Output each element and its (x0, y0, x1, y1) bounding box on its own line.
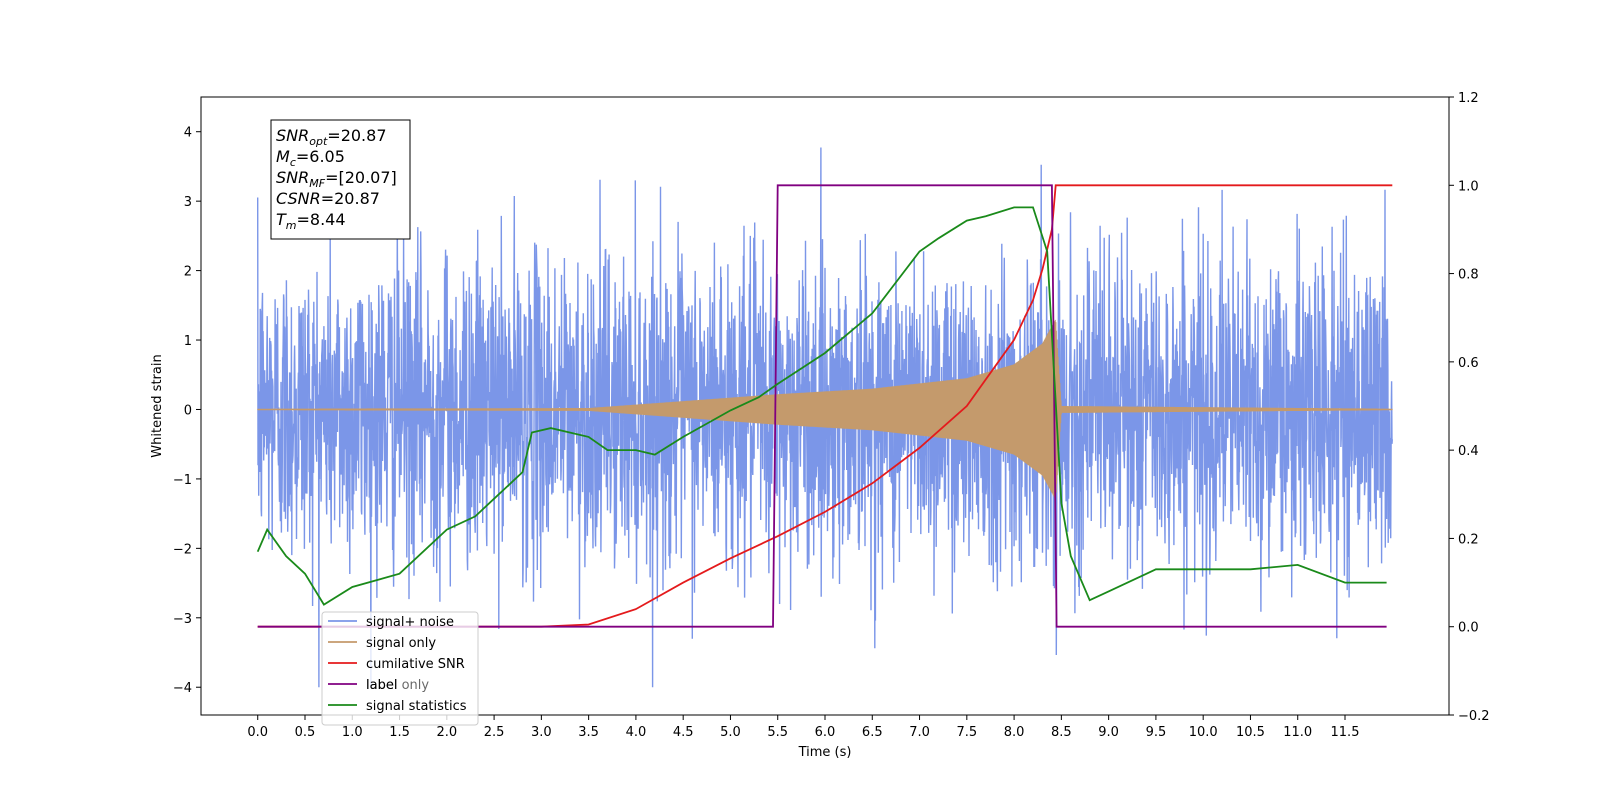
y-tick-label: 1 (184, 334, 192, 349)
legend-entry: signal statistics (366, 699, 467, 714)
x-tick-label: 5.5 (767, 725, 788, 740)
x-tick-label: 10.5 (1236, 725, 1265, 740)
legend-entry: cumilative SNR (366, 657, 465, 672)
x-tick-label: 8.0 (1004, 725, 1025, 740)
legend-entry: label (366, 678, 397, 693)
signal-noise-line (257, 147, 1393, 688)
legend: signal+ noise signal only cumilative SNR la… (321, 611, 479, 726)
series-line-label (257, 184, 1387, 628)
x-tick-label: 3.0 (531, 725, 552, 740)
x-tick-label: 2.5 (484, 725, 505, 740)
legend-entry-hidden: label only (366, 678, 429, 693)
annotation-line: SNRopt=20.87 (276, 126, 387, 148)
x-tick-label: 11.0 (1283, 725, 1312, 740)
series-line-signal-statistics (256, 206, 1387, 606)
x-tick-label: 3.5 (578, 725, 599, 740)
y-axis-label: Whitened strain (150, 354, 165, 457)
y2-tick-label: 0.2 (1458, 532, 1479, 547)
annotation-line: SNRMF=[20.07] (276, 168, 397, 190)
x-tick-label: 8.5 (1051, 725, 1072, 740)
y-axis-right: 1.2 1.0 0.8 0.6 0.4 0.2 0.0 −0.2 (1449, 91, 1490, 724)
legend-frame (321, 611, 479, 726)
y-tick-label: 3 (184, 195, 192, 210)
x-tick-label: 4.0 (626, 725, 647, 740)
x-tick-label: 1.5 (389, 725, 410, 740)
x-tick-label: 7.5 (956, 725, 977, 740)
x-tick-label: 2.0 (436, 725, 457, 740)
legend-entry: signal only (366, 636, 436, 651)
y-tick-label: −4 (173, 681, 192, 696)
x-tick-label: 1.0 (342, 725, 363, 740)
y2-tick-label: 0.0 (1458, 621, 1479, 636)
y2-tick-label: 1.2 (1458, 91, 1479, 106)
x-tick-label: 5.0 (720, 725, 741, 740)
x-tick-label: 9.0 (1098, 725, 1119, 740)
x-tick-label: 0.0 (247, 725, 268, 740)
y-tick-label: 0 (184, 403, 192, 418)
y2-tick-label: −0.2 (1458, 709, 1490, 724)
series-lines (256, 184, 1393, 628)
y2-tick-label: 1.0 (1458, 179, 1479, 194)
x-tick-label: 6.5 (862, 725, 883, 740)
y2-tick-label: 0.8 (1458, 268, 1479, 283)
series-signal-only (257, 319, 1393, 500)
plot-area (256, 147, 1393, 688)
series-signal-noise (257, 147, 1393, 688)
y-tick-label: 2 (184, 265, 192, 280)
y-tick-label: −1 (173, 473, 192, 488)
x-tick-label: 0.5 (295, 725, 316, 740)
y-tick-label: −2 (173, 542, 192, 557)
y2-tick-label: 0.6 (1458, 356, 1479, 371)
x-tick-label: 9.5 (1146, 725, 1167, 740)
series-line-cumilative-snr (257, 184, 1393, 628)
x-axis: 0.0 0.5 1.0 1.5 2.0 2.5 3.0 3.5 4.0 4.5 5.0 5.5 6.0 6… (247, 715, 1359, 740)
x-tick-label: 4.5 (673, 725, 694, 740)
x-tick-label: 11.5 (1331, 725, 1360, 740)
y-tick-label: 4 (184, 126, 192, 141)
annotation-line: Tm=8.44 (276, 210, 346, 232)
annotation-line: Mc=6.05 (276, 147, 345, 169)
annotation-line: CSNR=20.87 (276, 189, 380, 208)
y-tick-label: −3 (173, 612, 192, 627)
annotation-frame (270, 119, 411, 240)
x-axis-label: Time (s) (798, 745, 852, 760)
legend-entry: signal+ noise (366, 615, 454, 630)
x-tick-label: 10.0 (1189, 725, 1218, 740)
x-tick-label: 7.0 (909, 725, 930, 740)
y2-tick-label: 0.4 (1458, 444, 1479, 459)
x-tick-label: 6.0 (815, 725, 836, 740)
y-axis-left: 4 3 2 1 0 −1 −2 −3 −4 (173, 126, 201, 696)
stats-annotation-box: SNRopt=20.87Mc=6.05SNRMF=[20.07]CSNR=20.… (270, 119, 411, 240)
signal-only-line (257, 319, 1393, 500)
